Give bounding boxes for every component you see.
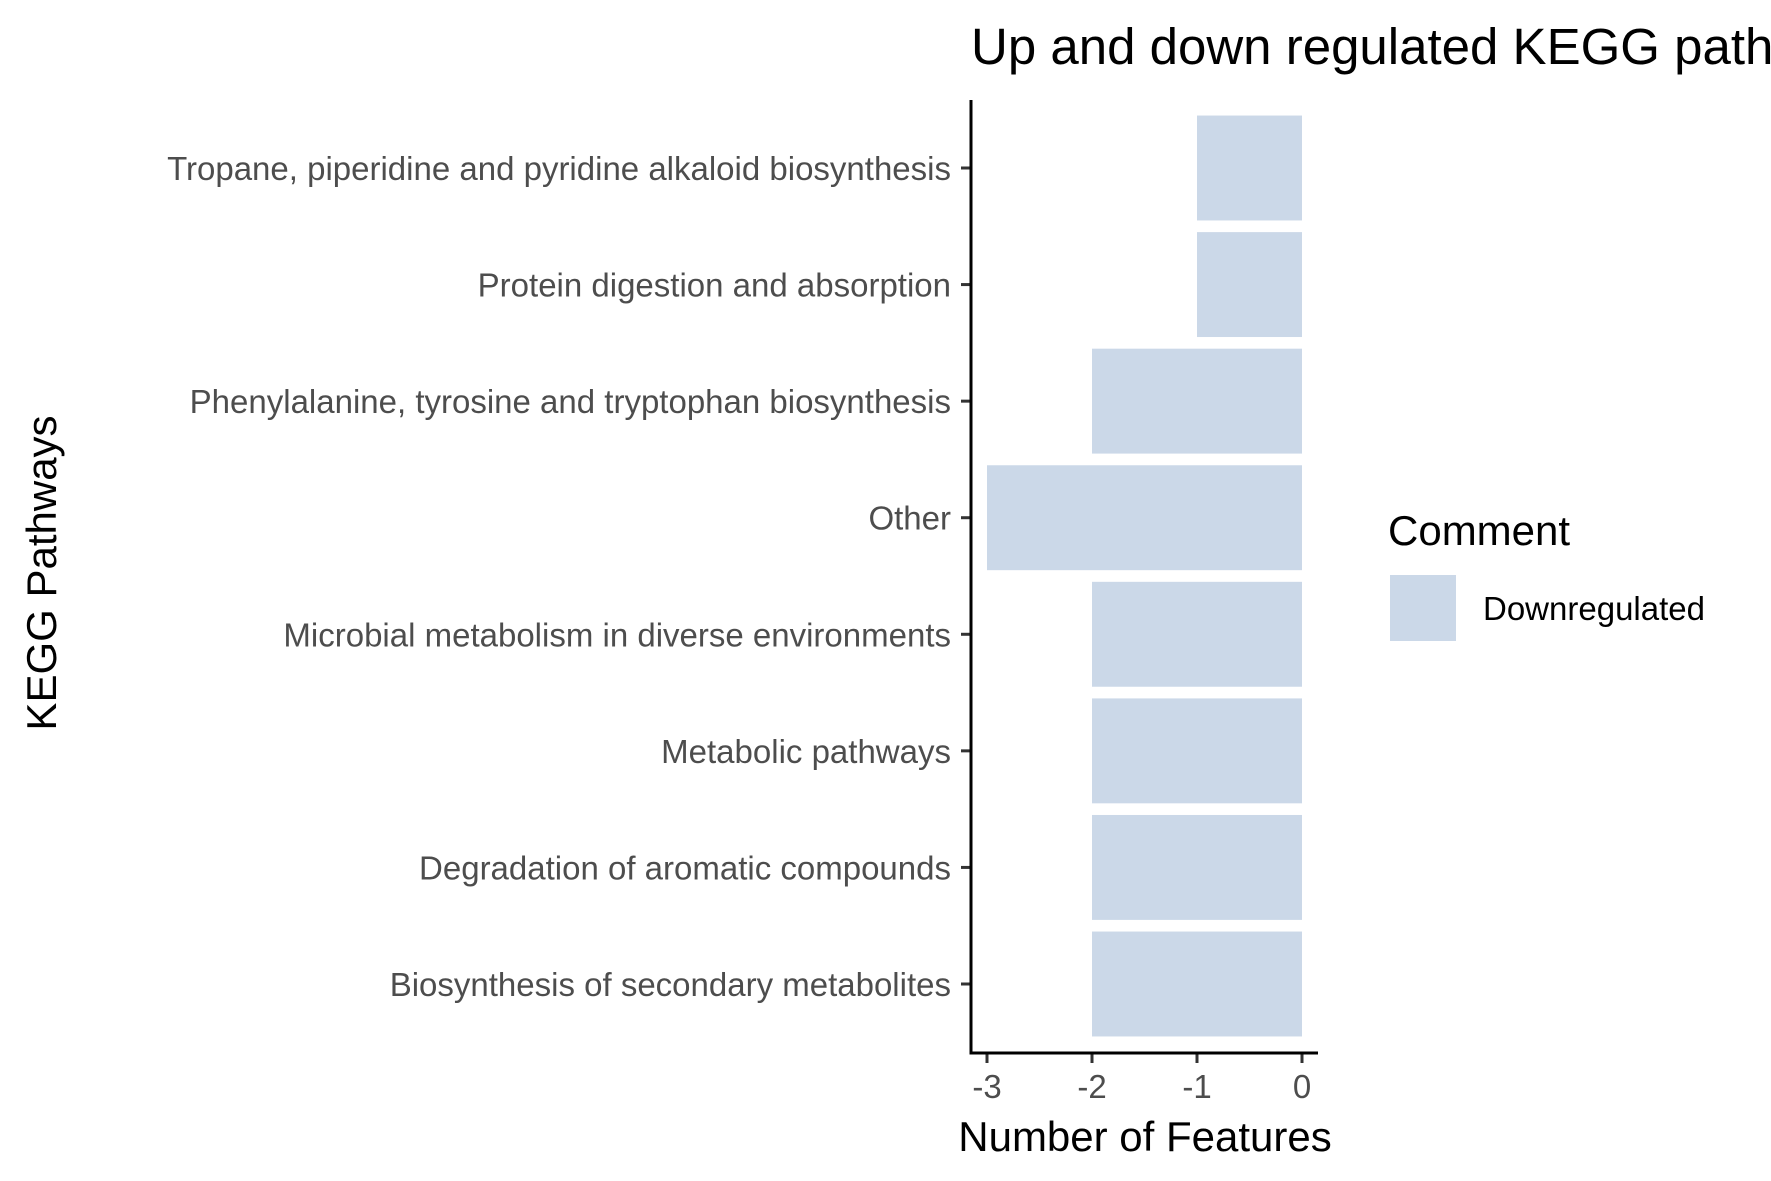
bar-1 (1197, 232, 1302, 338)
chart-title: Up and down regulated KEGG pathways (971, 18, 1771, 75)
legend-key-downregulated (1390, 575, 1456, 641)
bar-0 (1197, 115, 1302, 221)
bar-6 (1092, 814, 1302, 920)
legend-label-downregulated: Downregulated (1483, 590, 1705, 627)
x-tick-label-2: -1 (1182, 1068, 1211, 1105)
y-tick-label-3: Other (868, 500, 951, 537)
y-tick-label-6: Degradation of aromatic compounds (419, 849, 951, 886)
bar-5 (1092, 698, 1302, 804)
y-tick-label-1: Protein digestion and absorption (478, 267, 951, 304)
legend: Comment Downregulated (1388, 507, 1705, 641)
y-tick-label-7: Biosynthesis of secondary metabolites (390, 966, 951, 1003)
x-tick-label-0: -3 (972, 1068, 1001, 1105)
legend-title: Comment (1388, 507, 1570, 554)
x-tick-label-3: 0 (1293, 1068, 1311, 1105)
y-axis-ticks: Tropane, piperidine and pyridine alkaloi… (167, 150, 971, 1003)
bars-group (987, 115, 1302, 1037)
bar-2 (1092, 348, 1302, 454)
x-tick-label-1: -2 (1077, 1068, 1106, 1105)
y-tick-label-0: Tropane, piperidine and pyridine alkaloi… (167, 150, 951, 187)
x-axis-ticks: -3 -2 -1 0 (972, 1053, 1311, 1105)
bar-7 (1092, 931, 1302, 1037)
bar-3 (987, 465, 1302, 571)
bar-4 (1092, 581, 1302, 687)
x-axis-title: Number of Features (958, 1113, 1332, 1160)
y-tick-label-4: Microbial metabolism in diverse environm… (283, 616, 951, 653)
y-axis-title: KEGG Pathways (18, 415, 65, 730)
y-tick-label-2: Phenylalanine, tyrosine and tryptophan b… (190, 383, 951, 420)
y-tick-label-5: Metabolic pathways (661, 733, 951, 770)
